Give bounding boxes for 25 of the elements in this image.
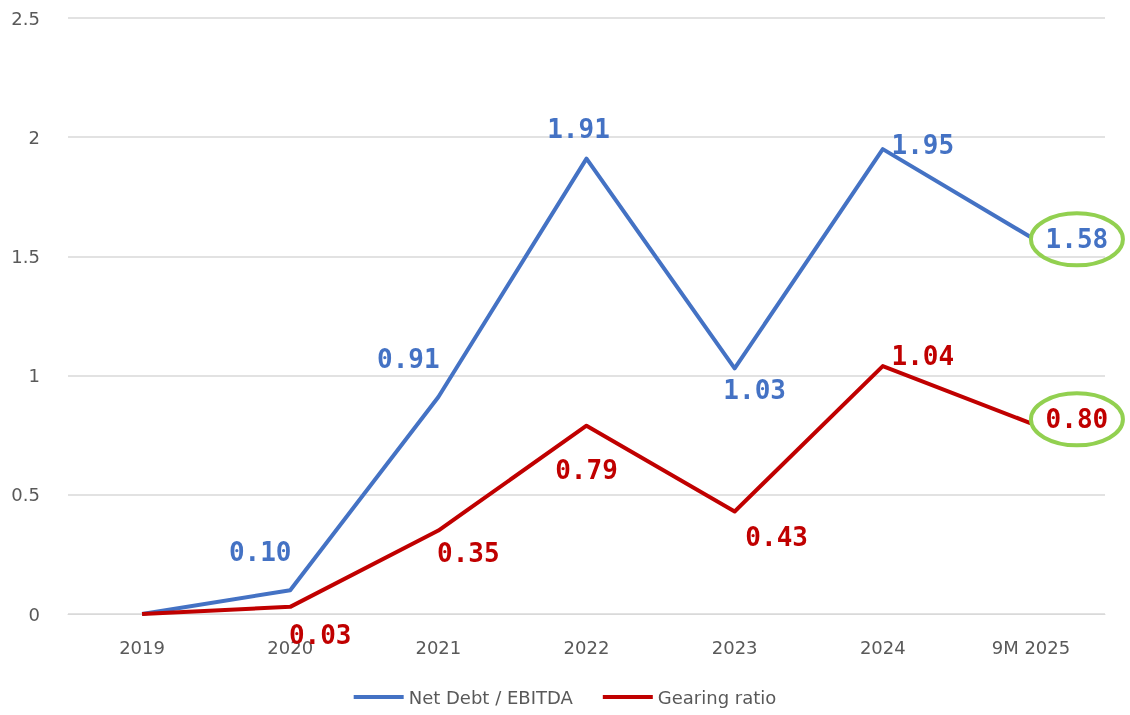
y-tick-label: 1.5 bbox=[11, 245, 40, 267]
data-label: 0.79 bbox=[555, 454, 618, 485]
data-label: 1.03 bbox=[723, 375, 786, 406]
x-tick-label: 2024 bbox=[859, 636, 906, 658]
data-label: 1.91 bbox=[547, 113, 610, 144]
y-tick-label: 0 bbox=[28, 603, 40, 625]
y-tick-label: 2.5 bbox=[11, 7, 40, 29]
data-label: 1.58 bbox=[1045, 224, 1109, 255]
legend-label: Gearing ratio bbox=[657, 686, 777, 708]
x-tick-label: 2021 bbox=[415, 636, 462, 658]
y-tick-label: 2 bbox=[28, 126, 40, 148]
x-tick-label: 9M 2025 bbox=[991, 636, 1071, 658]
data-label: 0.91 bbox=[377, 344, 440, 375]
data-label: 0.80 bbox=[1045, 404, 1109, 435]
data-label: 0.10 bbox=[228, 537, 292, 568]
data-label: 1.95 bbox=[891, 130, 955, 161]
x-tick-label: 2019 bbox=[119, 636, 165, 658]
legend-label: Net Debt / EBITDA bbox=[408, 686, 574, 708]
y-tick-label: 1 bbox=[28, 365, 40, 387]
y-tick-label: 0.5 bbox=[11, 484, 40, 506]
data-label: 1.04 bbox=[891, 341, 955, 372]
data-label: 0.43 bbox=[745, 522, 808, 553]
x-tick-label: 2022 bbox=[563, 636, 610, 658]
data-label: 0.35 bbox=[437, 537, 500, 568]
x-tick-label: 2023 bbox=[711, 636, 758, 658]
